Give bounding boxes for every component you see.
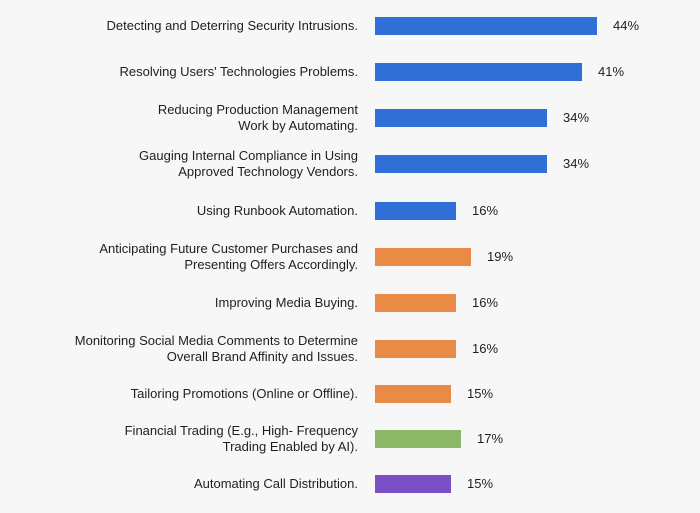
category-label: Reducing Production Management Work by Au… <box>38 102 358 134</box>
category-label-line: Work by Automating. <box>238 118 358 133</box>
category-label-line: Reducing Production Management <box>157 102 358 117</box>
bar <box>375 385 451 403</box>
category-label: Using Runbook Automation. <box>38 203 358 219</box>
category-label: Resolving Users' Technologies Problems. <box>38 64 358 80</box>
bar <box>375 17 597 35</box>
value-label: 34% <box>563 156 590 171</box>
bar <box>375 155 547 173</box>
bar <box>375 248 471 266</box>
value-label: 15% <box>467 476 494 491</box>
category-label-line: Improving Media Buying. <box>214 295 358 310</box>
category-label-line: Tailoring Promotions (Online or Offline)… <box>130 386 358 401</box>
bar <box>375 340 456 358</box>
category-label-line: Detecting and Deterring Security Intrusi… <box>106 18 358 33</box>
category-label: Improving Media Buying. <box>38 295 358 311</box>
category-label-line: Overall Brand Affinity and Issues. <box>166 349 358 364</box>
value-label: 34% <box>563 110 590 125</box>
value-label: 16% <box>472 203 499 218</box>
category-label: Monitoring Social Media Comments to Dete… <box>38 333 358 365</box>
value-label: 16% <box>472 295 499 310</box>
bar <box>375 109 547 127</box>
bar <box>375 430 461 448</box>
category-label-line: Trading Enabled by AI). <box>222 439 358 454</box>
bar <box>375 475 451 493</box>
value-label: 19% <box>487 249 514 264</box>
category-label: Automating Call Distribution. <box>38 476 358 492</box>
category-label-line: Resolving Users' Technologies Problems. <box>119 64 358 79</box>
category-label-line: Monitoring Social Media Comments to Dete… <box>74 333 358 348</box>
value-label: 41% <box>598 64 625 79</box>
value-label: 44% <box>613 18 640 33</box>
category-label-line: Presenting Offers Accordingly. <box>184 257 358 272</box>
category-label-line: Using Runbook Automation. <box>196 203 358 218</box>
category-label-line: Approved Technology Vendors. <box>178 164 358 179</box>
value-label: 16% <box>472 341 499 356</box>
category-label: Anticipating Future Customer Purchases a… <box>38 241 358 273</box>
category-label-line: Anticipating Future Customer Purchases a… <box>99 241 358 256</box>
category-label-line: Gauging Internal Compliance in Using <box>139 148 358 163</box>
value-label: 15% <box>467 386 494 401</box>
category-label: Detecting and Deterring Security Intrusi… <box>38 18 358 34</box>
bar <box>375 294 456 312</box>
value-label: 17% <box>477 431 504 446</box>
category-label: Tailoring Promotions (Online or Offline)… <box>38 386 358 402</box>
category-label: Financial Trading (E.g., High- Frequency… <box>38 423 358 455</box>
category-label-line: Automating Call Distribution. <box>193 476 358 491</box>
category-label: Gauging Internal Compliance in Using Appr… <box>38 148 358 180</box>
category-label-line: Financial Trading (E.g., High- Frequency <box>124 423 358 438</box>
bar <box>375 63 582 81</box>
bar <box>375 202 456 220</box>
